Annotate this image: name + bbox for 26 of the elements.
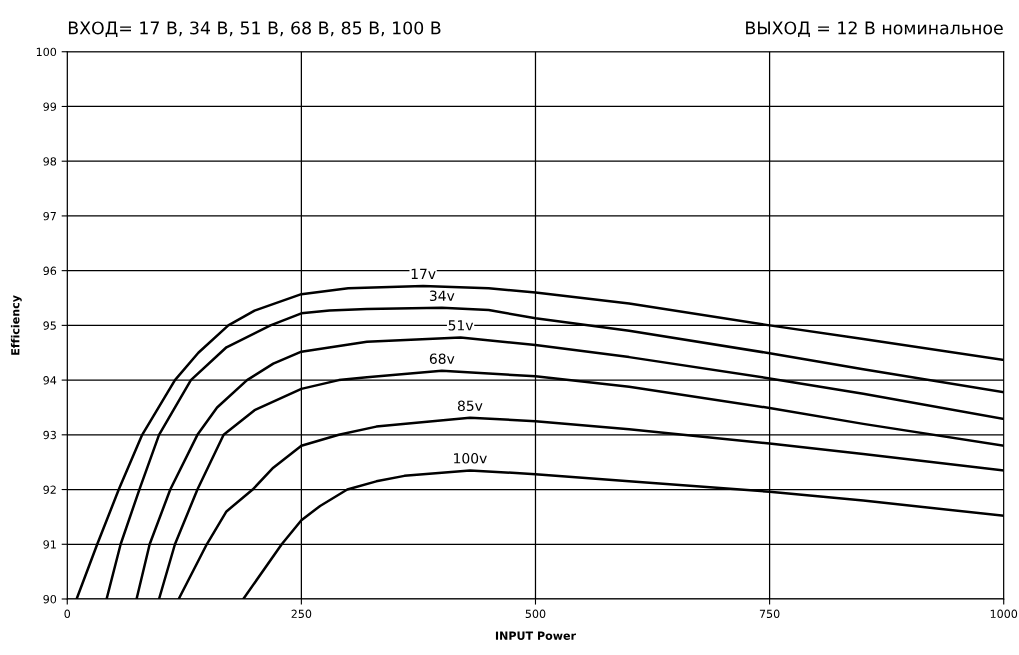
y-tick-label: 99 (43, 102, 57, 111)
y-tick-label: 94 (43, 376, 57, 385)
y-tick-label: 95 (43, 321, 56, 330)
chart-subtitle: ВЫХОД = 12 В номинальное (746, 21, 1003, 37)
series-label: 100v (454, 453, 487, 464)
y-tick-label: 97 (43, 211, 56, 221)
x-tick-label: 500 (525, 609, 546, 619)
series-label: 34v (429, 290, 455, 301)
y-tick-label: 96 (43, 266, 57, 276)
y-tick-label: 93 (43, 430, 56, 440)
x-tick-label: 250 (291, 609, 312, 619)
y-tick-label: 90 (43, 594, 57, 604)
x-tick-label: 1000 (990, 609, 1018, 619)
x-axis-title: INPUT Power (495, 631, 576, 640)
y-tick-label: 91 (43, 540, 56, 549)
chart-title: ВХОД= 17 В, 34 В, 51 В, 68 В, 85 В, 100 В (68, 21, 441, 37)
y-tick-label: 100 (36, 47, 57, 57)
y-axis-title: Efficiency (10, 295, 22, 355)
series-label: 68v (429, 353, 455, 364)
y-tick-label: 98 (43, 157, 57, 166)
series-label: 17v (411, 268, 436, 279)
series-label: 85v (457, 400, 483, 411)
series-label: 51v (448, 320, 474, 331)
y-tick-label: 92 (43, 485, 56, 494)
x-tick-label: 0 (64, 609, 71, 619)
x-tick-label: 750 (759, 609, 780, 619)
